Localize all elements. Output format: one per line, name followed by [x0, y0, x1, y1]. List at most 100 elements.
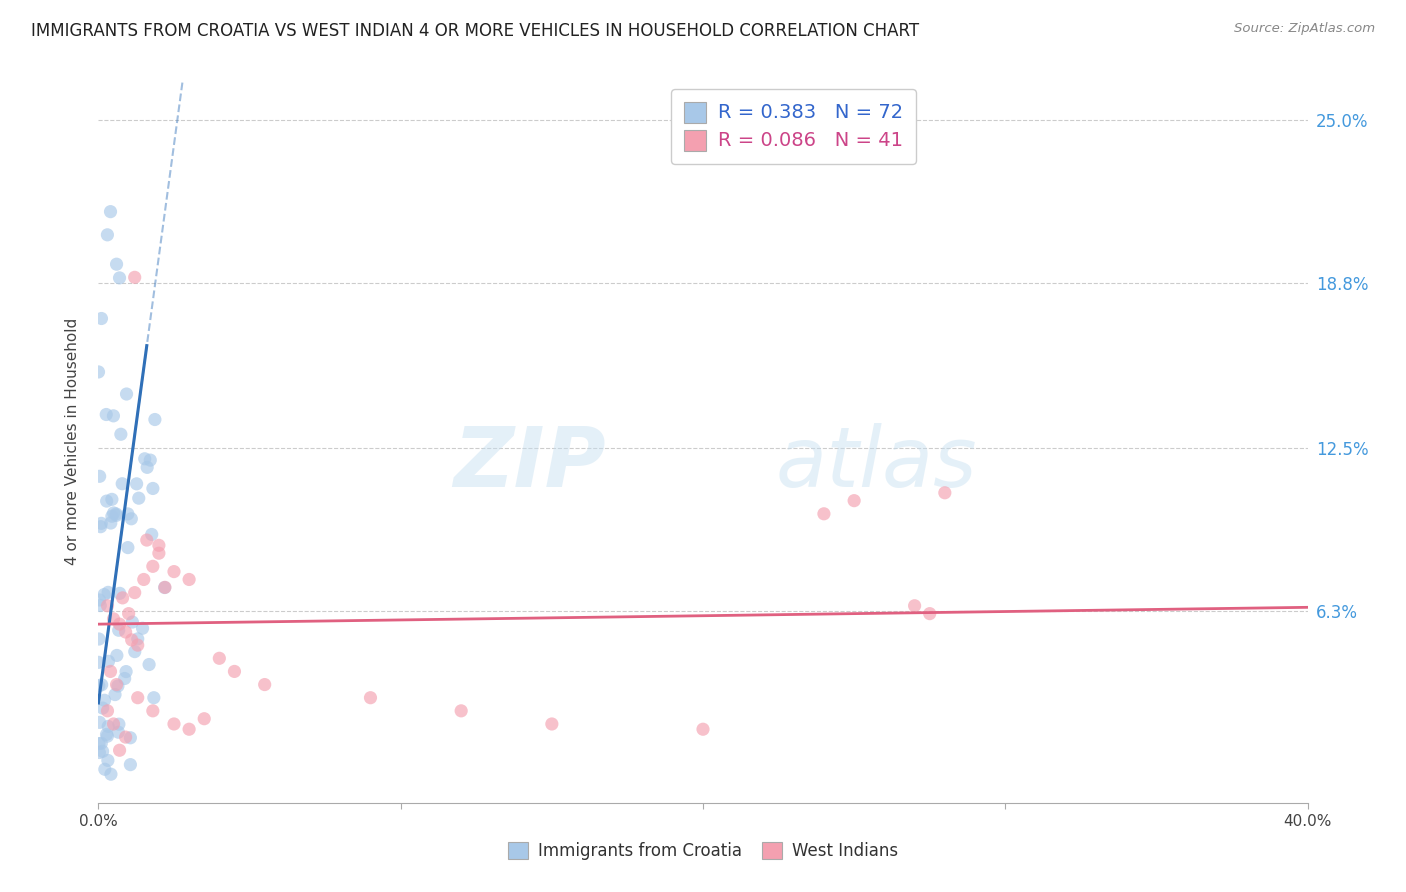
Point — [124, 585, 146, 599]
Point — [114, 672, 136, 686]
Point — [108, 743, 131, 757]
Point — [179, 573, 201, 587]
Point — [141, 527, 163, 541]
Point — [108, 271, 131, 285]
Point — [118, 607, 141, 621]
Point — [115, 665, 138, 679]
Point — [163, 565, 186, 579]
Point — [100, 516, 122, 530]
Point — [143, 412, 166, 426]
Point — [120, 731, 142, 745]
Point — [96, 727, 118, 741]
Point — [253, 677, 276, 691]
Point — [105, 508, 128, 523]
Point — [108, 717, 131, 731]
Point — [120, 512, 142, 526]
Legend: Immigrants from Croatia, West Indians: Immigrants from Croatia, West Indians — [502, 835, 904, 867]
Text: Source: ZipAtlas.com: Source: ZipAtlas.com — [1234, 22, 1375, 36]
Point — [450, 704, 472, 718]
Point — [104, 688, 127, 702]
Point — [139, 453, 162, 467]
Point — [87, 679, 110, 693]
Point — [103, 409, 125, 423]
Point — [153, 581, 176, 595]
Point — [120, 757, 142, 772]
Point — [360, 690, 382, 705]
Point — [100, 204, 122, 219]
Point — [142, 690, 165, 705]
Point — [96, 599, 118, 613]
Point — [96, 408, 118, 422]
Point — [97, 654, 120, 668]
Point — [138, 657, 160, 672]
Text: atlas: atlas — [776, 423, 977, 504]
Point — [90, 678, 112, 692]
Point — [87, 365, 110, 379]
Point — [89, 715, 111, 730]
Point — [127, 638, 149, 652]
Point — [96, 704, 118, 718]
Point — [142, 482, 165, 496]
Point — [91, 744, 114, 758]
Point — [90, 736, 112, 750]
Point — [103, 506, 125, 520]
Point — [148, 538, 170, 552]
Point — [918, 607, 941, 621]
Point — [142, 559, 165, 574]
Point — [94, 762, 117, 776]
Point — [87, 737, 110, 751]
Point — [97, 753, 120, 767]
Point — [128, 491, 150, 505]
Point — [103, 612, 125, 626]
Point — [93, 588, 115, 602]
Point — [105, 648, 128, 663]
Point — [134, 451, 156, 466]
Point — [101, 492, 124, 507]
Point — [813, 507, 835, 521]
Point — [97, 719, 120, 733]
Point — [135, 533, 157, 547]
Point — [111, 476, 134, 491]
Point — [103, 717, 125, 731]
Point — [105, 677, 128, 691]
Point — [90, 311, 112, 326]
Point — [107, 725, 129, 739]
Point — [121, 632, 143, 647]
Point — [96, 227, 118, 242]
Point — [142, 704, 165, 718]
Point — [136, 460, 159, 475]
Point — [105, 257, 128, 271]
Point — [110, 427, 132, 442]
Point — [127, 632, 149, 646]
Point — [96, 729, 118, 743]
Point — [100, 767, 122, 781]
Point — [107, 624, 129, 638]
Point — [904, 599, 927, 613]
Point — [163, 717, 186, 731]
Point — [100, 665, 122, 679]
Point — [193, 712, 215, 726]
Point — [90, 519, 112, 533]
Point — [153, 580, 176, 594]
Point — [89, 746, 111, 760]
Point — [89, 593, 111, 607]
Point — [107, 679, 129, 693]
Point — [96, 494, 118, 508]
Point — [117, 541, 139, 555]
Point — [114, 730, 136, 744]
Point — [844, 493, 866, 508]
Point — [114, 625, 136, 640]
Point — [108, 617, 131, 632]
Point — [93, 693, 115, 707]
Point — [89, 469, 111, 483]
Point — [108, 586, 131, 600]
Point — [208, 651, 231, 665]
Point — [97, 585, 120, 599]
Point — [87, 632, 110, 646]
Point — [101, 509, 124, 524]
Y-axis label: 4 or more Vehicles in Household: 4 or more Vehicles in Household — [65, 318, 80, 566]
Point — [111, 591, 134, 605]
Point — [224, 665, 246, 679]
Text: ZIP: ZIP — [454, 423, 606, 504]
Point — [121, 615, 143, 629]
